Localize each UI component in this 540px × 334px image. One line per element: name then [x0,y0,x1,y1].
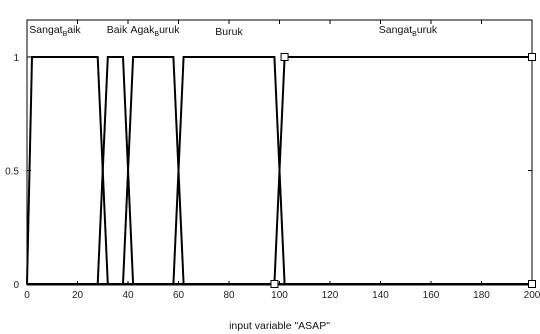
mf-line-sangatburuk [273,56,532,285]
mf-labels: SangatBaik Baik AgakBuruk Buruk SangatBuruk [29,24,438,38]
x-tick-label: 40 [122,290,134,301]
mf-handle [528,280,536,288]
y-tick-label: 0.5 [5,167,19,178]
mf-handle [270,280,279,288]
series-group [26,53,536,288]
y-tick-label: 1 [13,53,19,64]
x-tick-label: 0 [24,290,30,301]
x-axis-label: input variable "ASAP" [229,320,330,332]
mf-label-sangatbaik: SangatBaik [29,24,81,38]
x-tick-label: 60 [173,290,185,301]
axes: 0 20 40 60 80 100 120 140 160 180 200 0 0.5 1 [5,19,540,301]
x-tick-label: 80 [223,290,235,301]
x-tick-label: 160 [423,290,440,301]
mf-line-sangatbaik [26,56,109,285]
x-tick-label: 140 [372,290,389,301]
y-tick-label: 0 [13,280,19,291]
mf-line-buruk [172,56,286,285]
x-tick-label: 180 [473,290,490,301]
mf-label-buruk: Buruk [215,26,243,38]
mf-handle [280,53,289,61]
x-tick-label: 100 [271,290,288,301]
mf-label-agakburuk: AgakBuruk [130,24,180,38]
mf-label-baik: Baik [107,24,128,36]
x-tick-label: 120 [322,290,339,301]
x-tick-label: 200 [524,290,540,301]
mf-handle [528,53,536,61]
x-tick-label: 20 [72,290,84,301]
mf-label-sangatburuk: SangatBuruk [379,24,438,38]
